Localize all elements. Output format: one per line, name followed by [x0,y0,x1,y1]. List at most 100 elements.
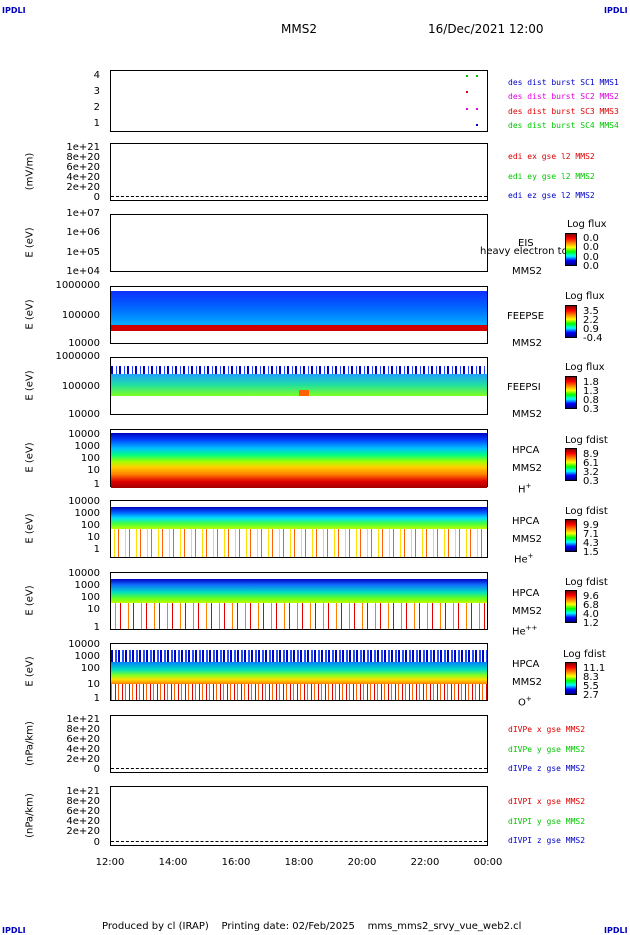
spectrogram [111,291,487,329]
y-axis-label: E (eV) [24,442,36,473]
legend-divpe-z: dIVPe z gse MMS2 [508,764,586,773]
y-tick: 100 [80,453,100,464]
y-tick: 3 [93,86,100,97]
y-tick: 10 [87,465,100,476]
panel-edi [110,143,488,201]
y-tick: 1 [93,693,100,704]
spectrogram-sparse [111,366,487,374]
zero-line [111,841,487,842]
spectrogram-sparse [111,603,487,629]
colorbar-value: 1.2 [583,618,599,629]
colorbar-title: Log flux [565,291,605,302]
spacecraft-title: MMS2 [281,22,317,36]
y-tick: 100 [80,663,100,674]
legend-divpi-y: dIVPI y gse MMS2 [508,817,586,826]
y-tick: 100000 [61,381,100,392]
y-tick: 4e+20 [66,816,100,827]
y-tick: 1e+06 [66,227,100,238]
spectrogram-band [111,325,487,331]
burst-mark [466,75,468,77]
y-tick: 1000 [74,651,100,662]
y-tick: 10 [87,679,100,690]
colorbar-title: Log fdist [563,649,606,660]
y-axis-label: E (eV) [24,227,36,258]
species-label: He++ [512,624,538,638]
colorbar-value: 4.0 [583,609,599,620]
legend-divpi-z: dIVPI z gse MMS2 [508,836,586,845]
colorbar [565,662,577,695]
species-label: O+ [518,695,532,709]
colorbar [565,519,577,552]
colorbar [565,376,577,409]
y-axis-label: E (eV) [24,513,36,544]
colorbar-value: 0.0 [583,261,599,272]
spectrogram [111,374,487,396]
spectrogram-sparse [111,684,487,700]
instrument-label: FEEPSI [507,382,541,393]
species-label: He+ [514,552,534,566]
panel-hpca-hepp [110,572,488,630]
legend-divpi-x: dIVPI x gse MMS2 [508,797,586,806]
y-tick: 1000 [74,441,100,452]
legend-divpe-x: dIVPe x gse MMS2 [508,725,586,734]
zero-line [111,196,487,197]
colorbar-value: 0.3 [583,476,599,487]
legend-divpe-y: dIVPe y gse MMS2 [508,745,586,754]
y-tick: 2 [93,102,100,113]
colorbar-value: 0.0 [583,233,599,244]
y-tick: 0 [93,192,100,203]
y-tick: 2e+20 [66,754,100,765]
date-title: 16/Dec/2021 12:00 [428,22,544,36]
panel-feepsi [110,357,488,415]
y-axis-label: E (eV) [24,370,36,401]
y-tick: 1e+21 [66,142,100,153]
y-tick: 10000 [68,568,100,579]
colorbar-value: 0.0 [583,252,599,263]
spacecraft-label: MMS2 [512,463,542,474]
spacecraft-label: MMS2 [512,606,542,617]
y-tick: 10000 [68,338,100,349]
footer-produced: Produced by cl (IRAP) [102,921,209,932]
species-label: H+ [518,482,532,496]
corner-logo-bottom-right: IPDLI [604,926,628,935]
y-axis-label: E (eV) [24,299,36,330]
y-tick: 10000 [68,429,100,440]
colorbar [565,448,577,481]
legend-sc4: des dist burst SC4 MMS4 [508,121,619,130]
colorbar-title: Log flux [567,219,607,230]
y-tick: 4e+20 [66,172,100,183]
y-tick: 1e+21 [66,714,100,725]
panel-eis [110,214,488,272]
spacecraft-label: MMS2 [512,338,542,349]
y-tick: 4e+20 [66,744,100,755]
spacecraft-label: MMS2 [512,266,542,277]
spacecraft-label: MMS2 [512,534,542,545]
colorbar [565,305,577,338]
colorbar-value: 0.9 [583,324,599,335]
y-tick: 8e+20 [66,152,100,163]
colorbar-value: 0.3 [583,404,599,415]
zero-line [111,768,487,769]
legend-edi-ex: edi ex gse l2 MMS2 [508,152,595,161]
legend-edi-ey: edi ey gse l2 MMS2 [508,172,595,181]
colorbar-value: 8.9 [583,449,599,460]
panel-divpe [110,715,488,773]
colorbar-title: Log fdist [565,577,608,588]
y-tick: 0 [93,837,100,848]
burst-mark [476,75,478,77]
x-tick-label: 18:00 [284,857,314,868]
spectrogram-sparse [111,529,487,557]
y-tick: 1 [93,479,100,490]
x-tick-label: 16:00 [221,857,251,868]
colorbar-value: 1.3 [583,386,599,397]
burst-mark [476,108,478,110]
x-tick-label: 20:00 [347,857,377,868]
y-tick: 8e+20 [66,724,100,735]
y-tick: 6e+20 [66,162,100,173]
spectrogram-hotspot [299,390,309,396]
y-tick: 100 [80,520,100,531]
y-tick: 10000 [68,639,100,650]
y-tick: 1 [93,622,100,633]
spacecraft-label: MMS2 [512,677,542,688]
colorbar-value: 9.6 [583,591,599,602]
